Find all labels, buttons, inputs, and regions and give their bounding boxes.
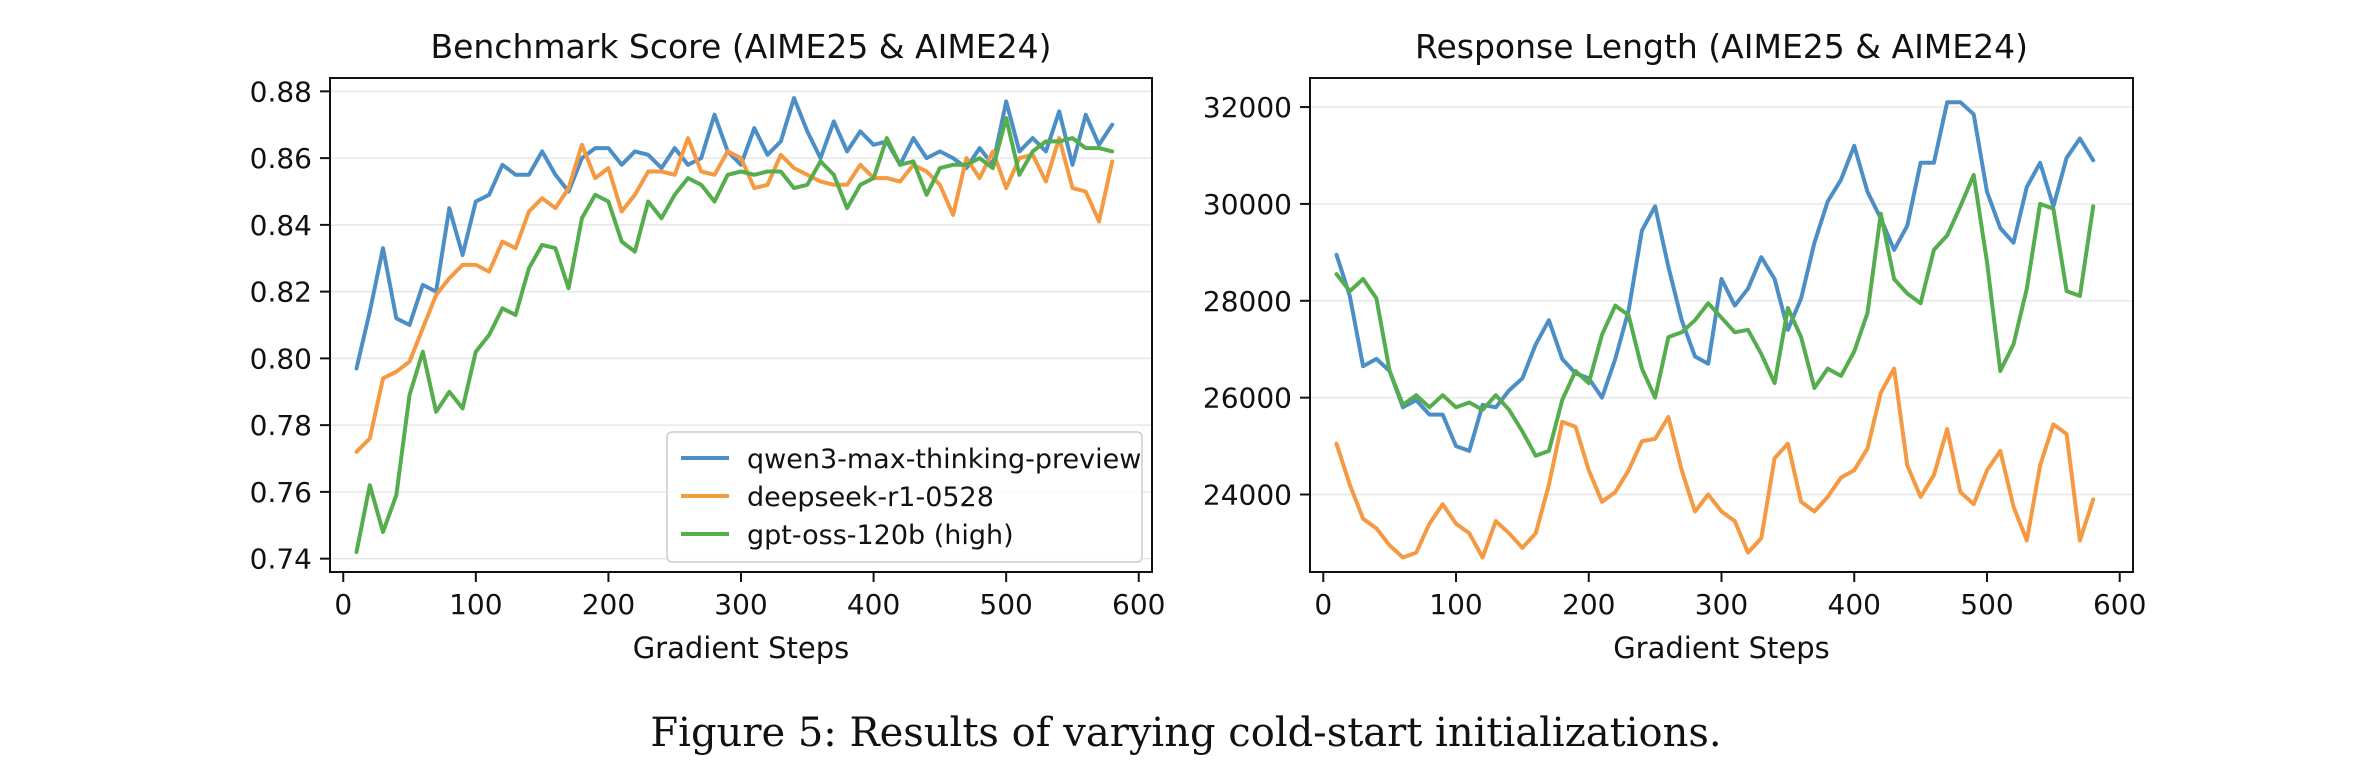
y-tick-label: 24000 bbox=[1203, 479, 1292, 512]
length-series-line-3 bbox=[1334, 172, 2096, 458]
length-series-line-2 bbox=[1334, 366, 2096, 560]
response-length-chart: 0 100 200 300 400 500 600 24000 26000 28000 30000 3… bbox=[1203, 27, 2147, 665]
y-tick-label: 30000 bbox=[1203, 188, 1292, 221]
x-tick-label: 300 bbox=[1695, 588, 1748, 621]
legend-label-1: qwen3-max-thinking-preview bbox=[747, 444, 1141, 475]
x-tick-label: 600 bbox=[2093, 588, 2146, 621]
y-tick-label: 0.86 bbox=[250, 142, 312, 175]
y-tick-label: 26000 bbox=[1203, 382, 1292, 415]
y-tick-label: 0.74 bbox=[250, 543, 312, 576]
x-tick-label: 200 bbox=[1562, 588, 1615, 621]
chart-title: Response Length (AIME25 & AIME24) bbox=[1415, 27, 2028, 66]
y-tick-label: 0.76 bbox=[250, 476, 312, 509]
x-tick-label: 400 bbox=[1828, 588, 1881, 621]
x-tick-label: 100 bbox=[1429, 588, 1482, 621]
x-axis-label: Gradient Steps bbox=[633, 631, 850, 665]
legend-label-3: gpt-oss-120b (high) bbox=[747, 520, 1014, 551]
x-axis-label: Gradient Steps bbox=[1613, 631, 1830, 665]
x-tick-label: 600 bbox=[1112, 588, 1165, 621]
x-tick-label: 500 bbox=[1960, 588, 2013, 621]
figure-caption: Figure 5: Results of varying cold-start … bbox=[650, 710, 1722, 756]
score-series-line-1 bbox=[354, 96, 1115, 371]
score-series-line-3 bbox=[354, 116, 1115, 554]
x-tick-label: 300 bbox=[714, 588, 767, 621]
y-tick-label: 32000 bbox=[1203, 91, 1292, 124]
y-tick-label: 0.88 bbox=[250, 75, 312, 108]
x-tick-label: 0 bbox=[334, 588, 352, 621]
x-tick-label: 500 bbox=[979, 588, 1032, 621]
x-tick-label: 400 bbox=[847, 588, 900, 621]
x-tick-label: 0 bbox=[1314, 588, 1332, 621]
legend-box bbox=[666, 431, 1143, 563]
y-tick-label: 28000 bbox=[1203, 285, 1292, 318]
y-tick-label: 0.82 bbox=[250, 276, 312, 309]
chart-title: Benchmark Score (AIME25 & AIME24) bbox=[430, 27, 1051, 66]
y-tick-label: 0.80 bbox=[250, 342, 312, 375]
benchmark-score-chart: 0 100 200 300 400 500 600 0.74 0.76 0.78 0.80 0.82 0… bbox=[250, 27, 1166, 665]
x-tick-label: 200 bbox=[582, 588, 635, 621]
y-tick-label: 0.78 bbox=[250, 409, 312, 442]
score-series-line-2 bbox=[354, 136, 1115, 454]
y-tick-label: 0.84 bbox=[250, 209, 312, 242]
legend-label-2: deepseek-r1-0528 bbox=[747, 482, 994, 513]
length-series-line-1 bbox=[1334, 100, 2096, 453]
x-tick-label: 100 bbox=[449, 588, 502, 621]
